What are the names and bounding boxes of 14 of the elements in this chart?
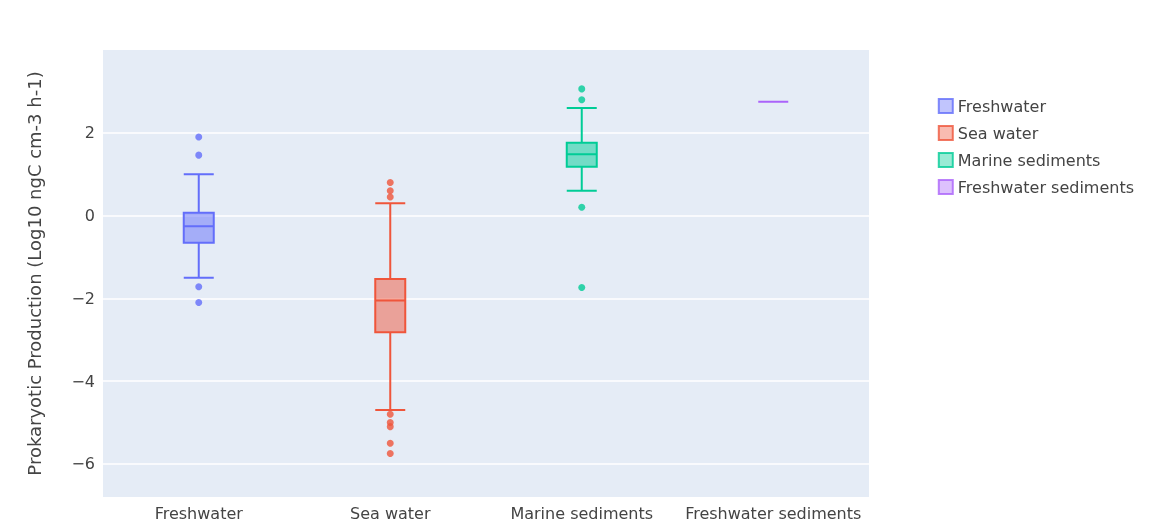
legend-label: Sea water: [957, 123, 1039, 143]
y-tick-label: −4: [71, 371, 95, 391]
legend-label: Freshwater sediments: [957, 177, 1134, 197]
y-tick-label: −6: [71, 454, 95, 474]
x-tick-label: Freshwater: [154, 503, 244, 523]
y-tick-label: −2: [71, 288, 95, 308]
x-tick-label: Freshwater sediments: [685, 503, 862, 523]
y-tick-label: 0: [84, 206, 95, 226]
x-tick-label: Marine sediments: [510, 503, 654, 523]
legend-label: Marine sediments: [957, 150, 1101, 170]
y-tick-label: 2: [84, 123, 95, 143]
legend-label: Freshwater: [957, 96, 1047, 116]
y-axis-title: Prokaryotic Production (Log10 ngC cm-3 h-1): [23, 71, 45, 476]
x-tick-label: Sea water: [350, 503, 431, 523]
